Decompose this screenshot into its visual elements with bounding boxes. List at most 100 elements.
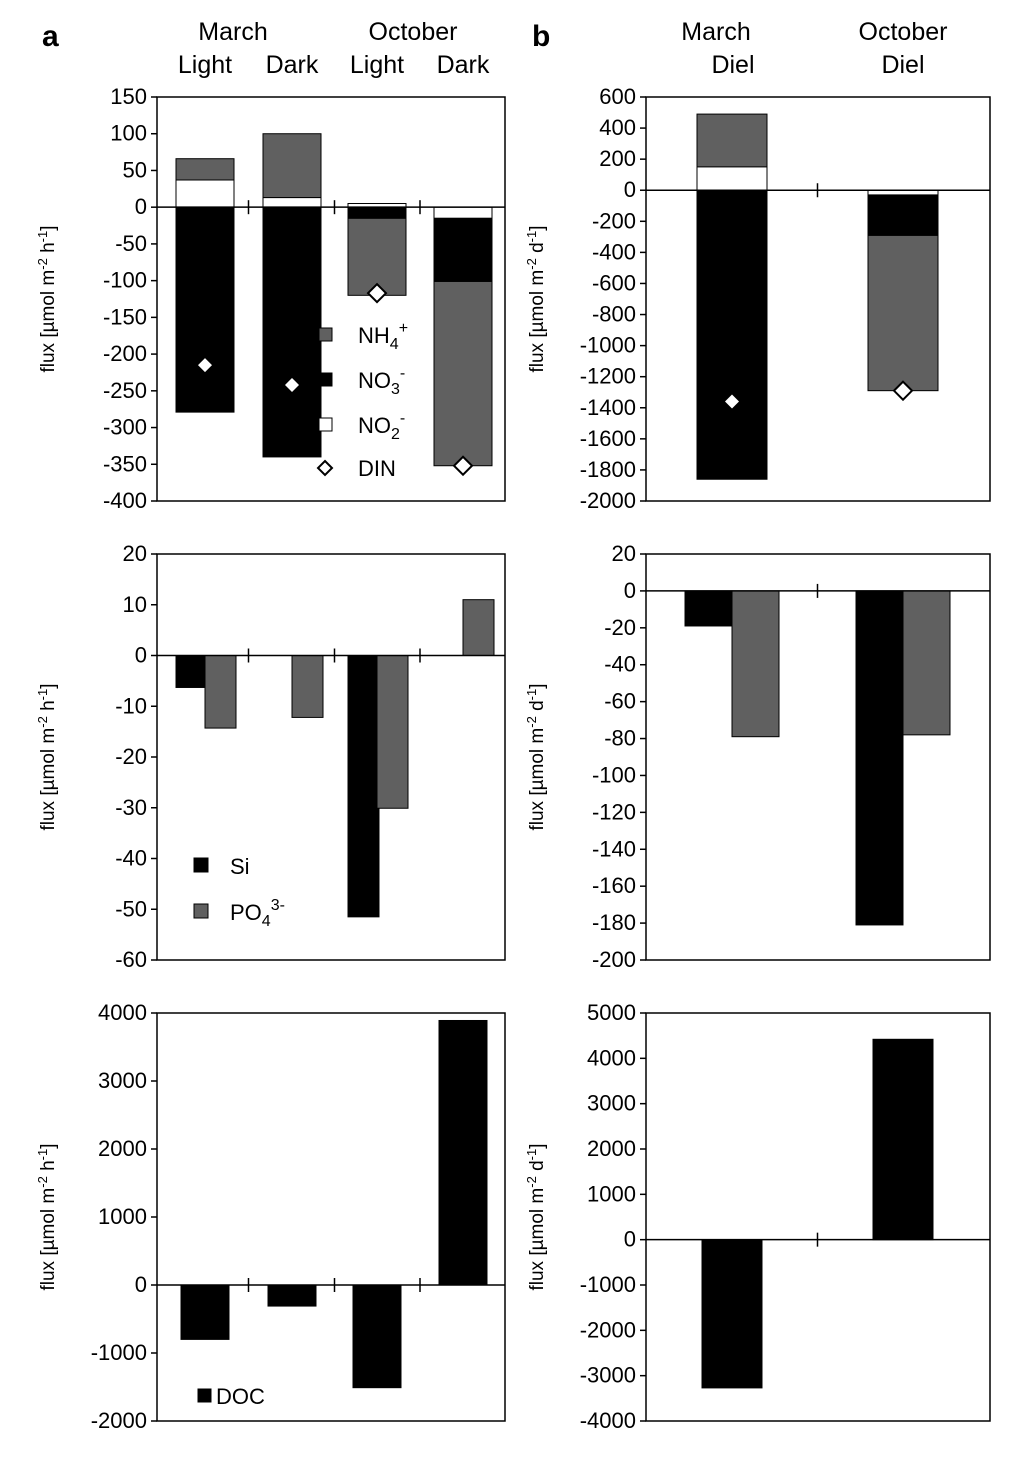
y-tick-label: -80 <box>604 726 636 751</box>
y-axis-label-text: ] <box>38 225 59 230</box>
y-tick-label: -10 <box>115 693 147 718</box>
y-axis-label-sup: -1 <box>524 231 539 243</box>
y-tick-label: -1000 <box>580 333 636 358</box>
legend-swatch-doc <box>197 1388 212 1403</box>
legend-label-nh4: NH4+ <box>358 320 408 353</box>
y-axis-label-text: flux [µmol m <box>38 728 59 831</box>
y-tick-label: -20 <box>115 744 147 769</box>
y-tick-label: -100 <box>592 762 636 787</box>
y-tick-label: -200 <box>592 947 636 972</box>
y-axis-label: flux [µmol m-2 d-1] <box>524 225 548 372</box>
bar-doc <box>352 1284 402 1389</box>
y-tick-label: 0 <box>135 194 147 219</box>
bar-no3 <box>347 206 407 219</box>
bar-no3 <box>696 189 768 480</box>
y-tick-label: 0 <box>135 1272 147 1297</box>
y-axis-label-sup: -1 <box>524 689 539 701</box>
y-tick-label: 0 <box>624 1227 636 1252</box>
legend-label-din: DIN <box>358 456 396 481</box>
legend-label-si-label: Si <box>230 854 250 879</box>
y-tick-label: -150 <box>103 304 147 329</box>
y-axis-label-text: flux [µmol m <box>38 270 59 373</box>
header-march-b: March <box>681 18 750 46</box>
legend-label-po4-label: PO <box>230 900 262 925</box>
header-diel-october: Diel <box>881 51 924 79</box>
y-tick-label: 200 <box>599 146 636 171</box>
legend-label-nh4-label: NH <box>358 323 390 348</box>
plot-frame <box>645 1012 991 1422</box>
header-october-a: October <box>369 18 458 46</box>
y-axis-label-text: ] <box>527 683 548 688</box>
legend-label-no2-label: NO <box>358 413 391 438</box>
bar-doc <box>872 1038 934 1241</box>
y-tick-label: -40 <box>115 846 147 871</box>
bar-nh4 <box>867 234 939 392</box>
din-marker <box>892 380 914 402</box>
legend-label-doc: DOC <box>216 1384 265 1409</box>
header-diel-march: Diel <box>711 51 754 79</box>
chart-b2: 20 0 -20 -40 -60 -80 -100 -120 -140 -160 -180 -200 f… <box>524 541 991 972</box>
y-axis-label-sup: -2 <box>35 716 50 728</box>
y-tick-label: 600 <box>599 84 636 109</box>
y-tick-label: -160 <box>592 873 636 898</box>
legend-label-nh4-sub: 4 <box>390 336 399 353</box>
y-tick-label: 3000 <box>98 1068 147 1093</box>
bar-doc <box>180 1284 230 1340</box>
y-axis-label-text: ] <box>38 683 59 688</box>
legend-label-no2-sup: - <box>400 410 405 427</box>
bar-po4 <box>731 590 780 738</box>
panel-label-b: b <box>532 20 550 53</box>
bar-no2 <box>175 179 235 208</box>
y-tick-label: 100 <box>110 121 147 146</box>
bar-nh4 <box>175 158 235 181</box>
y-tick-label: 1000 <box>98 1204 147 1229</box>
y-axis-label-text: ] <box>38 1143 59 1148</box>
legend-label-si: Si <box>230 854 250 879</box>
y-tick-label: -250 <box>103 378 147 403</box>
y-tick-label: 2000 <box>587 1136 636 1161</box>
y-axis-label-text: flux [µmol m <box>527 1188 548 1291</box>
y-axis-label: flux [µmol m-2 h-1] <box>35 225 59 372</box>
y-axis-label-text: h <box>38 1160 59 1176</box>
y-tick-label: -2000 <box>580 488 636 513</box>
legend-label-din-label: DIN <box>358 456 396 481</box>
chart-a2: 20 10 0 -10 -20 -30 -40 -50 -60 flux [µmol m-2 h-… <box>35 541 506 972</box>
bar-po4 <box>204 655 237 729</box>
legend-label-no3-sup: - <box>400 365 405 382</box>
y-tick-label: -2000 <box>91 1408 147 1433</box>
plot-frame <box>645 96 991 502</box>
y-tick-label: 3000 <box>587 1091 636 1116</box>
y-tick-label: -600 <box>592 270 636 295</box>
y-tick-label: 0 <box>624 578 636 603</box>
y-tick-label: 5000 <box>587 1000 636 1025</box>
y-tick-label: -1200 <box>580 364 636 389</box>
y-axis-label: flux [µmol m-2 h-1] <box>35 1143 59 1290</box>
y-axis-label-text: d <box>527 1160 548 1176</box>
y-tick-label: -20 <box>604 615 636 640</box>
bar-po4 <box>291 655 324 718</box>
y-tick-label: -60 <box>115 947 147 972</box>
y-axis-label-sup: -2 <box>524 1176 539 1188</box>
y-axis-label-text: flux [µmol m <box>38 1188 59 1291</box>
bar-nh4 <box>696 113 768 168</box>
y-tick-label: 10 <box>123 592 147 617</box>
plot-frame <box>645 553 991 961</box>
y-tick-label: -400 <box>103 488 147 513</box>
plot-frame <box>156 96 506 502</box>
y-axis-label-text: ] <box>527 225 548 230</box>
bar-no2 <box>433 206 493 219</box>
y-tick-label: -50 <box>115 231 147 256</box>
y-tick-label: -3000 <box>580 1363 636 1388</box>
y-tick-label: -30 <box>115 795 147 820</box>
y-axis-label-sup: -1 <box>35 231 50 243</box>
chart-b3: 5000 4000 3000 2000 1000 0 -1000 -2000 -3000 -400… <box>524 1000 991 1433</box>
y-tick-label: 400 <box>599 115 636 140</box>
y-tick-label: -200 <box>592 208 636 233</box>
y-axis-label-sup: -1 <box>524 1149 539 1161</box>
legend-label-no2-sub: 2 <box>391 426 400 443</box>
din-marker <box>452 455 474 477</box>
y-tick-label: -100 <box>103 268 147 293</box>
legend-label-no3-label: NO <box>358 368 391 393</box>
bar-no3 <box>262 206 322 458</box>
